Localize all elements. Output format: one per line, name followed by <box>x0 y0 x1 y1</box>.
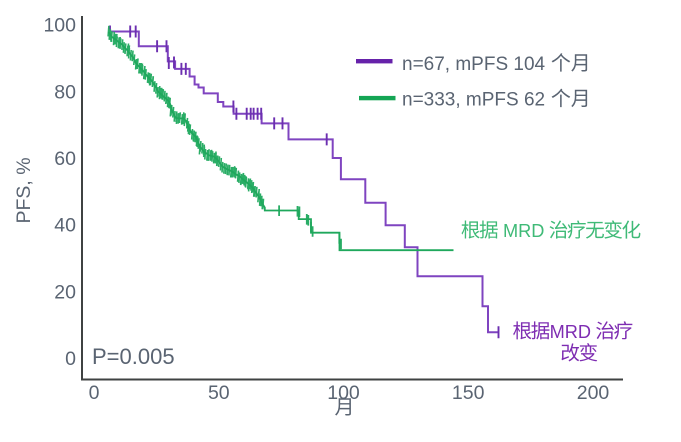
svg-text:P=0.005: P=0.005 <box>92 344 175 369</box>
svg-text:100: 100 <box>43 15 76 37</box>
svg-text:200: 200 <box>577 382 610 404</box>
svg-text:100: 100 <box>327 382 360 404</box>
svg-text:40: 40 <box>54 215 76 237</box>
svg-text:60: 60 <box>54 148 76 170</box>
svg-text:PFS, %: PFS, % <box>13 157 35 223</box>
svg-text:80: 80 <box>54 81 76 103</box>
svg-text:20: 20 <box>54 281 76 303</box>
svg-text:150: 150 <box>452 382 485 404</box>
svg-text:0: 0 <box>89 382 100 404</box>
svg-text:n=333, mPFS 62: n=333, mPFS 62 <box>402 90 545 111</box>
svg-text:MRD: MRD <box>550 322 591 342</box>
svg-text:n=67, mPFS 104: n=67, mPFS 104 <box>402 54 546 75</box>
svg-text:MRD: MRD <box>498 221 544 241</box>
svg-text:50: 50 <box>208 382 230 404</box>
svg-text:0: 0 <box>65 348 76 370</box>
